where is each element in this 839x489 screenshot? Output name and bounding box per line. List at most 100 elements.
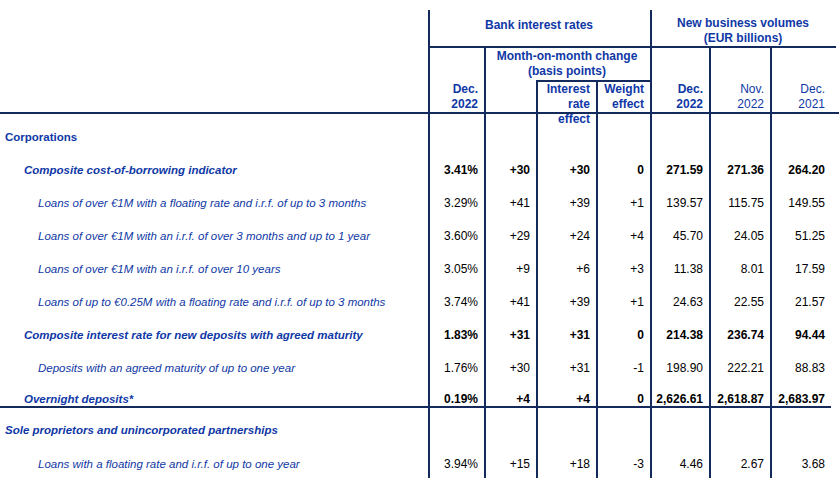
cell-value: 22.55 — [709, 293, 770, 311]
table-row: Corporations — [0, 128, 839, 146]
cell-value: 3.68 — [770, 455, 831, 473]
cell-value: 8.01 — [709, 260, 770, 278]
row-label: Deposits with an agreed maturity of up t… — [38, 359, 295, 377]
cell-value: +4 — [596, 227, 650, 245]
cell-value: 3.41% — [428, 161, 484, 179]
cell-value: 2,626.61 — [650, 390, 709, 408]
cell-value: 17.59 — [770, 260, 831, 278]
cell-value: +31 — [536, 359, 596, 377]
column-header-volume-dec-2021: Dec. 2021 — [770, 82, 831, 112]
column-header-weight-effect: Weight effect — [596, 82, 650, 112]
divider — [536, 80, 651, 82]
column-header-line: 2021 — [770, 97, 825, 112]
cell-value: +1 — [596, 194, 650, 212]
month-on-month-change-line2: (basis points) — [484, 64, 650, 79]
cell-value: 236.74 — [709, 326, 770, 344]
cell-value: +6 — [536, 260, 596, 278]
cell-value: 0 — [596, 390, 650, 408]
cell-value: +39 — [536, 293, 596, 311]
cell-value: 94.44 — [770, 326, 831, 344]
cell-value: 271.36 — [709, 161, 770, 179]
cell-value: 149.55 — [770, 194, 831, 212]
cell-value: 51.25 — [770, 227, 831, 245]
cell-value: -1 — [596, 359, 650, 377]
cell-value: 0.19% — [428, 390, 484, 408]
cell-value: -3 — [596, 455, 650, 473]
column-header-volume-dec-2022: Dec. 2022 — [650, 82, 709, 112]
column-header-line: Dec. — [770, 82, 825, 97]
cell-value: 214.38 — [650, 326, 709, 344]
table-row: Composite interest rate for new deposits… — [0, 326, 839, 344]
new-business-volumes-header: New business volumes (EUR billions) — [650, 16, 836, 46]
table-row: Loans of over €1M with an i.r.f. of over… — [0, 260, 839, 278]
cell-value: 3.29% — [428, 194, 484, 212]
column-header-line: 2022 — [709, 97, 764, 112]
row-label: Overnight deposits* — [24, 390, 133, 408]
cell-value: +18 — [536, 455, 596, 473]
cell-value: 3.60% — [428, 227, 484, 245]
column-header-line: effect — [596, 97, 644, 112]
column-header-line: Dec. — [650, 82, 703, 97]
cell-value: +29 — [484, 227, 536, 245]
cell-value: 0 — [596, 326, 650, 344]
cell-value: +24 — [536, 227, 596, 245]
cell-value: +9 — [484, 260, 536, 278]
month-on-month-change-line1: Month-on-month change — [484, 49, 650, 64]
cell-value: +15 — [484, 455, 536, 473]
table-row: Loans of over €1M with an i.r.f. of over… — [0, 227, 839, 245]
row-label: Composite interest rate for new deposits… — [24, 326, 363, 344]
cell-value: 11.38 — [650, 260, 709, 278]
cell-value: 198.90 — [650, 359, 709, 377]
column-header-interest-rate-effect: Interest rate effect — [536, 82, 596, 127]
cell-value: 2.67 — [709, 455, 770, 473]
month-on-month-change-header: Month-on-month change (basis points) — [484, 49, 650, 79]
cell-value: 271.59 — [650, 161, 709, 179]
cell-value: 24.63 — [650, 293, 709, 311]
cell-value: 1.83% — [428, 326, 484, 344]
cell-value: 2,618.87 — [709, 390, 770, 408]
column-header-volume-nov-2022: Nov. 2022 — [709, 82, 770, 112]
table-row: Composite cost-of-borrowing indicator 3.4… — [0, 161, 839, 179]
divider — [0, 112, 839, 114]
cell-value: 264.20 — [770, 161, 831, 179]
new-business-volumes-line1: New business volumes — [650, 16, 836, 31]
row-label: Loans with a floating rate and i.r.f. of… — [38, 455, 300, 473]
column-header-line: Interest — [536, 82, 590, 97]
cell-value: 88.83 — [770, 359, 831, 377]
row-label: Loans of over €1M with an i.r.f. of over… — [38, 227, 370, 245]
column-header-rate-dec-2022: Dec. 2022 — [428, 82, 484, 112]
cell-value: +31 — [536, 326, 596, 344]
cell-value: 45.70 — [650, 227, 709, 245]
table-row: Loans of up to €0.25M with a floating ra… — [0, 293, 839, 311]
row-label: Loans of over €1M with a floating rate a… — [38, 194, 366, 212]
cell-value: +41 — [484, 194, 536, 212]
new-business-volumes-line2: (EUR billions) — [650, 31, 836, 46]
row-label: Sole proprietors and unincorporated part… — [5, 421, 278, 439]
cell-value: +3 — [596, 260, 650, 278]
table-row: Deposits with an agreed maturity of up t… — [0, 359, 839, 377]
column-header-line: Dec. — [428, 82, 478, 97]
row-label: Composite cost-of-borrowing indicator — [24, 161, 237, 179]
column-header-line: 2022 — [650, 97, 703, 112]
table-row: Sole proprietors and unincorporated part… — [0, 421, 839, 439]
cell-value: 21.57 — [770, 293, 831, 311]
row-label: Loans of over €1M with an i.r.f. of over… — [38, 260, 280, 278]
table-row: Loans with a floating rate and i.r.f. of… — [0, 455, 839, 473]
cell-value: 0 — [596, 161, 650, 179]
cell-value: 2,683.97 — [770, 390, 831, 408]
row-label: Corporations — [5, 128, 77, 146]
cell-value: 139.57 — [650, 194, 709, 212]
cell-value: +39 — [536, 194, 596, 212]
cell-value: 24.05 — [709, 227, 770, 245]
cell-value: 115.75 — [709, 194, 770, 212]
table-row: Loans of over €1M with a floating rate a… — [0, 194, 839, 212]
cell-value: +30 — [484, 161, 536, 179]
column-header-line: 2022 — [428, 97, 478, 112]
cell-value: +1 — [596, 293, 650, 311]
cell-value: +4 — [484, 390, 536, 408]
column-header-line: Weight — [596, 82, 644, 97]
cell-value: +4 — [536, 390, 596, 408]
divider — [428, 46, 836, 48]
cell-value: 3.74% — [428, 293, 484, 311]
cell-value: +30 — [536, 161, 596, 179]
